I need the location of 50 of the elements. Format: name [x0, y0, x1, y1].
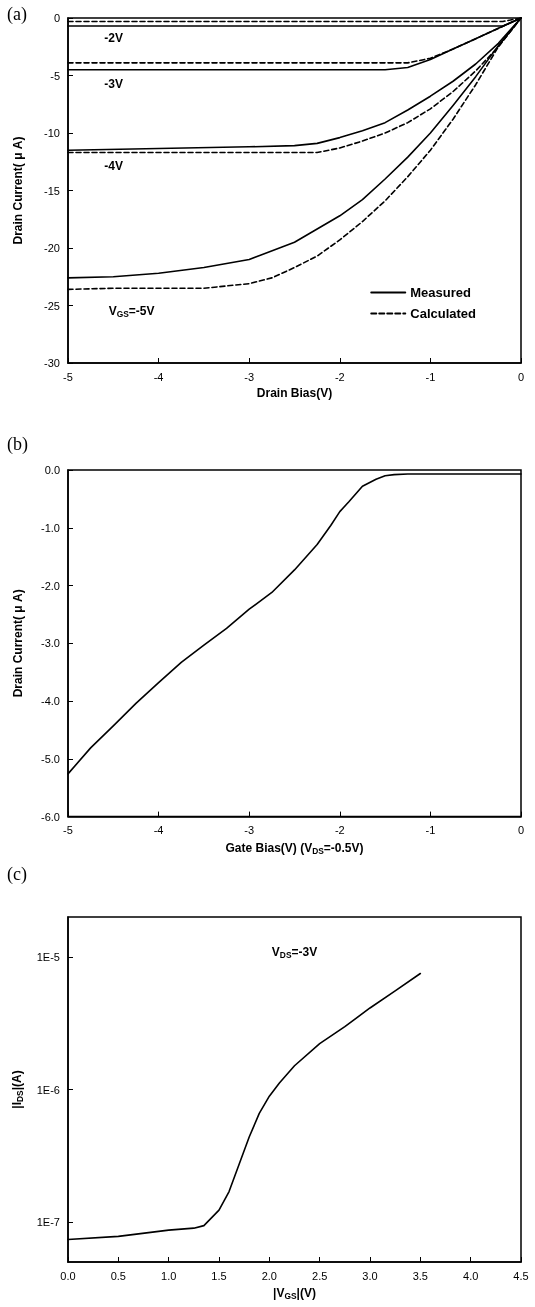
y-tick-label: -3.0 — [41, 637, 60, 650]
annotation: -2V — [104, 30, 123, 45]
y-tick-label: -15 — [44, 184, 60, 197]
y-tick-label: -5 — [50, 69, 60, 82]
x-tick-label: -5 — [63, 370, 73, 383]
chart-title: (b) — [7, 434, 28, 455]
y-tick-label: -1.0 — [41, 521, 60, 534]
legend-label: Measured — [410, 285, 472, 300]
y-tick-label: -10 — [44, 127, 60, 139]
y-axis-title: Drain Current( μ A) — [11, 136, 25, 245]
y-tick-label: 1E-7 — [36, 1216, 60, 1229]
y-tick-label: -4.0 — [41, 695, 60, 708]
y-tick-label: -2.0 — [41, 579, 60, 592]
x-tick-label: 0.0 — [60, 1269, 76, 1282]
y-tick-label: -30 — [44, 357, 60, 369]
x-axis-title: Drain Bias(V) — [256, 386, 333, 400]
y-tick-label: 0.0 — [44, 464, 60, 476]
x-tick-label: -1 — [425, 824, 436, 837]
chart-title: (c) — [7, 864, 27, 885]
x-tick-label: -4 — [153, 370, 164, 383]
x-tick-label: 0 — [517, 824, 525, 837]
x-tick-label: 0 — [517, 370, 525, 383]
x-tick-label: 2.0 — [261, 1269, 277, 1282]
y-tick-label: 1E-6 — [36, 1083, 60, 1096]
x-tick-label: 0.5 — [110, 1269, 126, 1282]
y-tick-label: -20 — [44, 242, 60, 254]
x-tick-label: 4.5 — [513, 1269, 529, 1282]
x-tick-label: -3 — [244, 370, 255, 383]
y-tick-label: 0 — [53, 12, 60, 24]
y-tick-label: 1E-5 — [36, 950, 60, 963]
legend-label: Calculated — [410, 306, 477, 321]
x-tick-label: -5 — [63, 824, 73, 837]
y-tick-label: -5.0 — [41, 752, 60, 765]
x-tick-label: -3 — [244, 824, 255, 837]
x-tick-label: 2.5 — [312, 1269, 328, 1282]
x-tick-label: 4.0 — [463, 1269, 479, 1282]
y-tick-label: -25 — [44, 299, 60, 312]
annotation: -3V — [104, 76, 123, 91]
x-tick-label: 3.0 — [362, 1269, 378, 1282]
y-tick-label: -6.0 — [41, 810, 60, 823]
x-tick-label: 1.5 — [211, 1269, 227, 1282]
y-axis-title: Drain Current( μ A) — [11, 589, 25, 698]
x-tick-label: 1.0 — [161, 1269, 177, 1282]
x-tick-label: -2 — [334, 824, 345, 837]
x-tick-label: 3.5 — [412, 1269, 428, 1282]
chart-title: (a) — [7, 4, 27, 25]
x-tick-label: -2 — [334, 370, 345, 383]
annotation: -4V — [104, 159, 123, 174]
x-tick-label: -4 — [153, 824, 164, 837]
x-tick-label: -1 — [425, 370, 436, 383]
